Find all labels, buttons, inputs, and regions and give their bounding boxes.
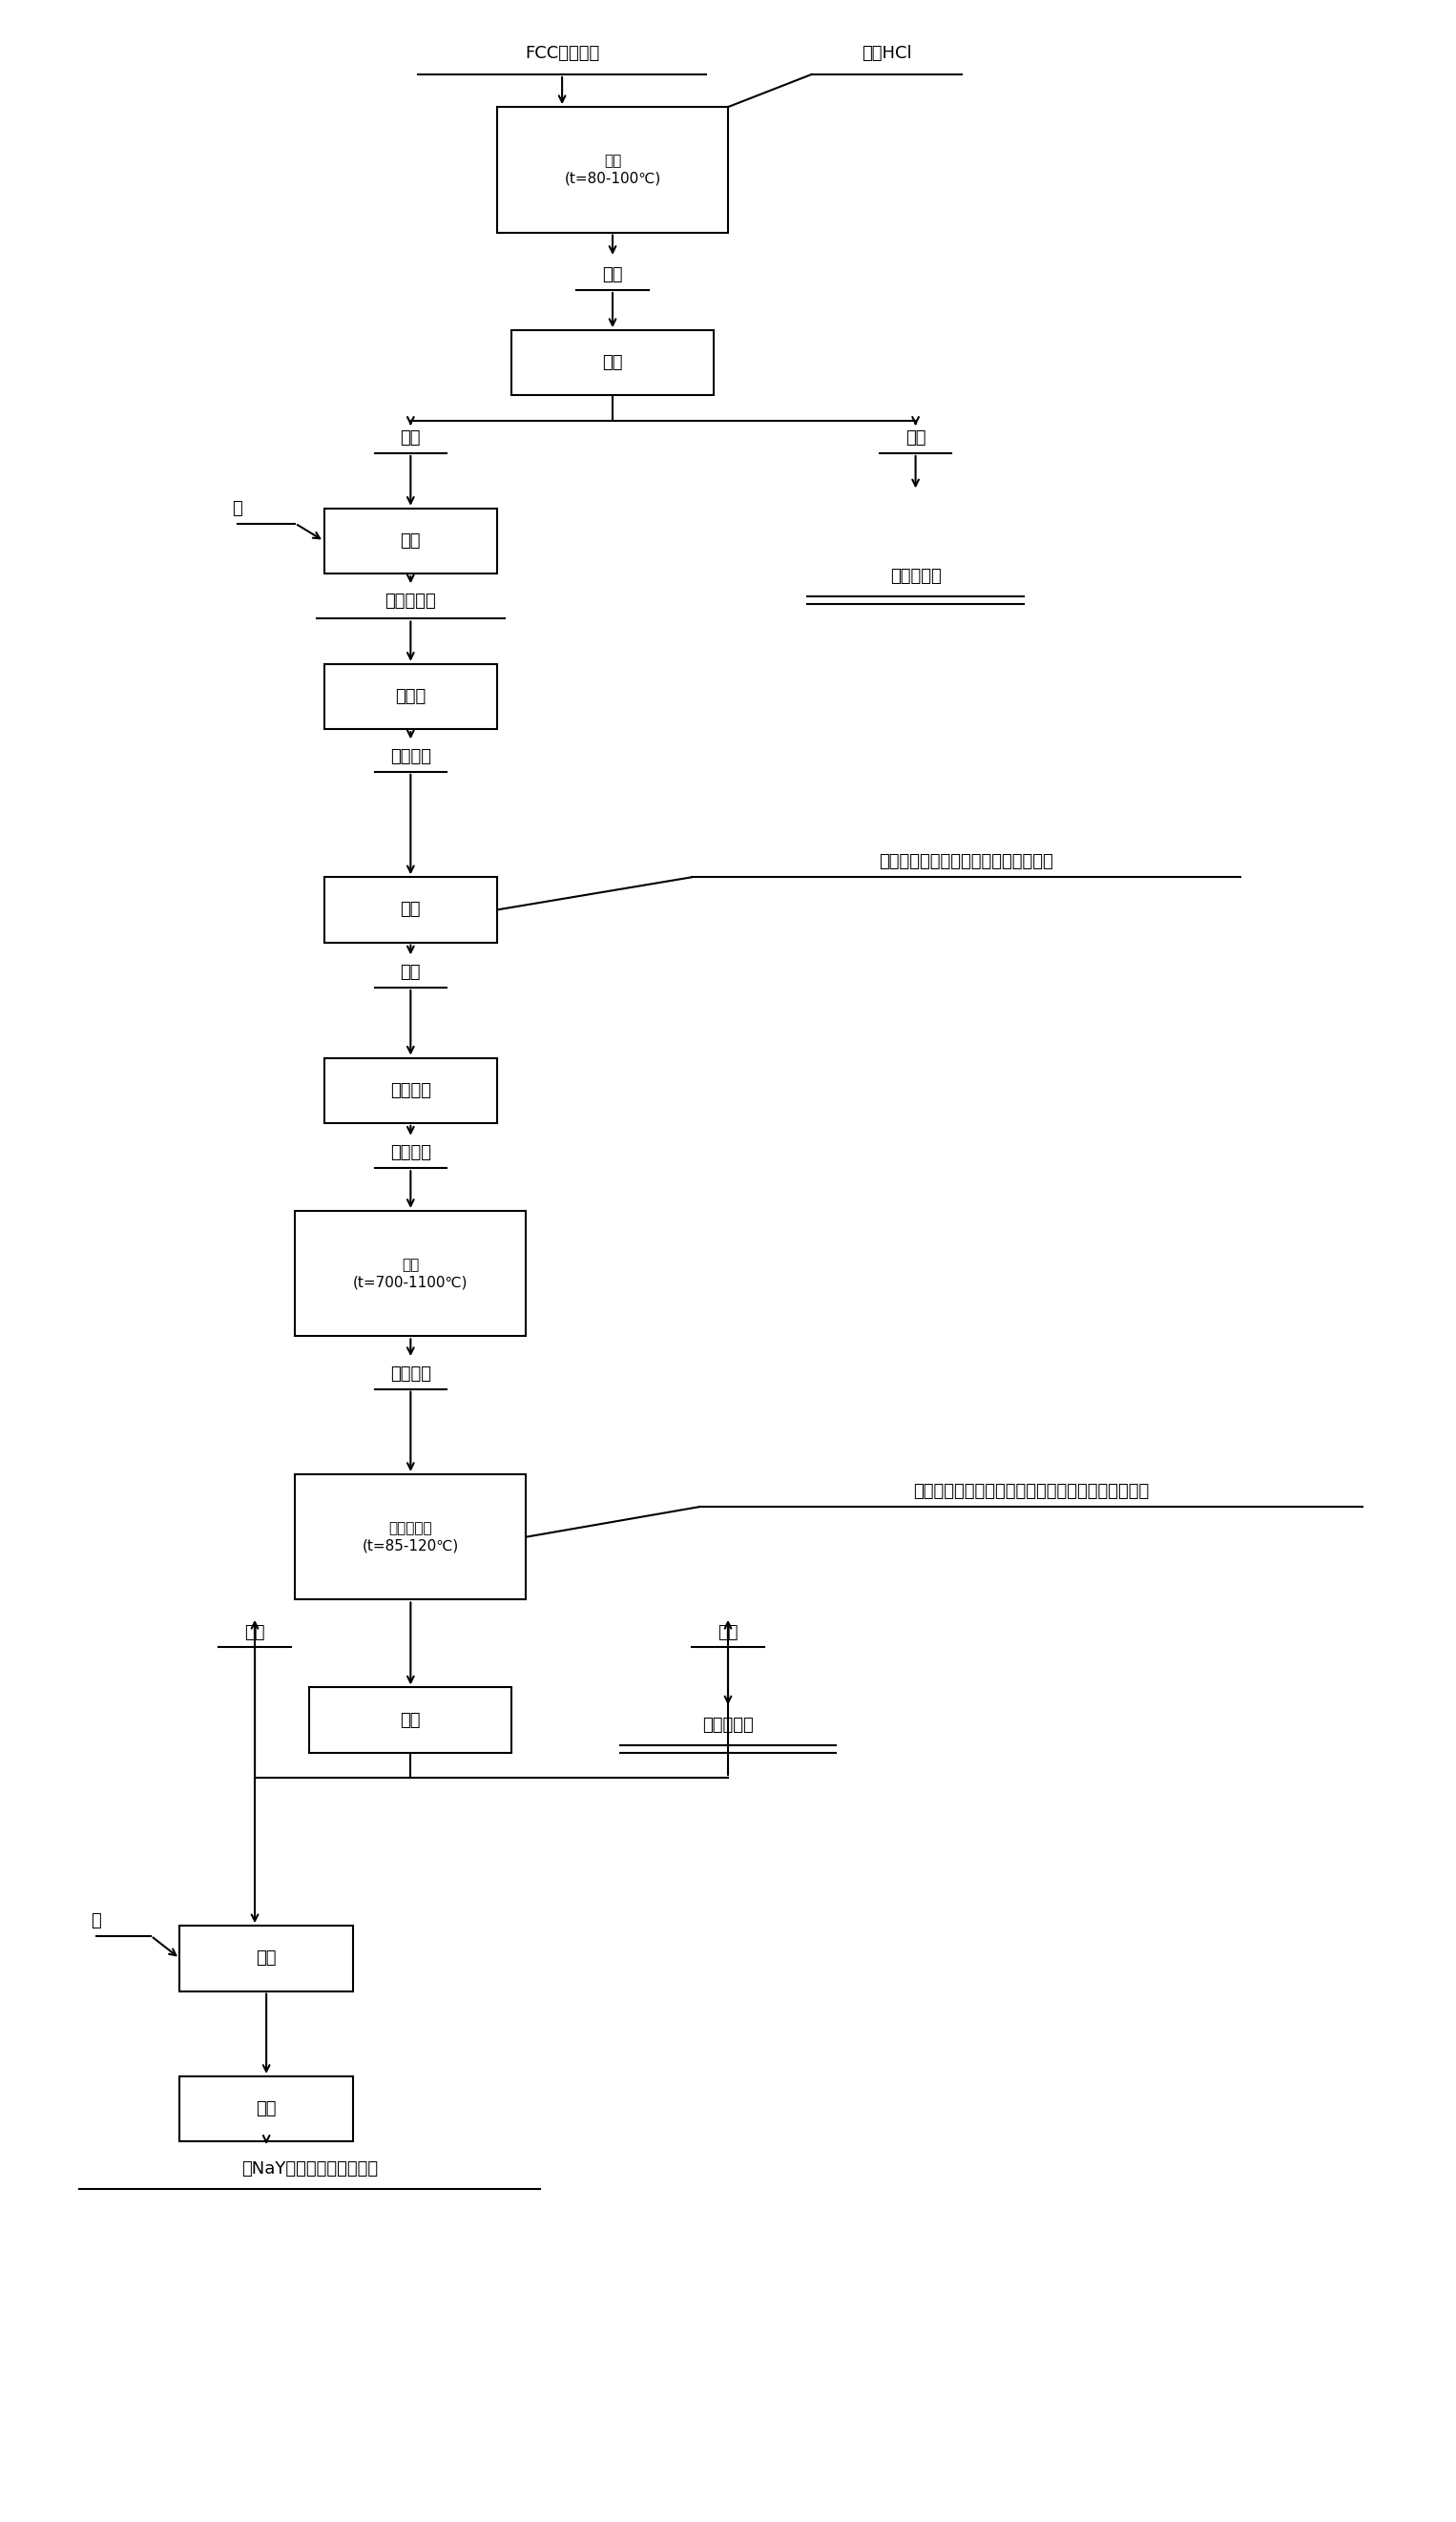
Text: 水、HCl: 水、HCl — [862, 45, 911, 63]
Text: 浆液: 浆液 — [400, 963, 421, 981]
Bar — [296, 1475, 526, 1599]
Text: 喷雾干燥: 喷雾干燥 — [390, 1082, 431, 1100]
Text: 浆液: 浆液 — [603, 267, 623, 282]
Text: 干燥微球: 干燥微球 — [390, 1145, 431, 1163]
Bar — [496, 106, 728, 232]
Text: 过滤: 过滤 — [603, 353, 623, 371]
Text: 焙烧微球: 焙烧微球 — [390, 1364, 431, 1382]
Text: 处理后排放: 处理后排放 — [702, 1717, 754, 1733]
Bar — [325, 509, 496, 572]
Text: 水洗: 水洗 — [400, 532, 421, 550]
Text: 滤饼: 滤饼 — [400, 429, 421, 446]
Text: 处理后排放: 处理后排放 — [890, 567, 941, 585]
Text: 过滤: 过滤 — [400, 1712, 421, 1728]
Text: 制浆
(t=80-100℃): 制浆 (t=80-100℃) — [565, 154, 661, 187]
Text: 水: 水 — [233, 499, 243, 517]
Text: 晶化反应釜
(t=85-120℃): 晶化反应釜 (t=85-120℃) — [363, 1521, 459, 1554]
Text: 制浆: 制浆 — [400, 900, 421, 918]
Text: 催化剂微球、焙烧微球、硅酸钠、沸石导向剂、碱液: 催化剂微球、焙烧微球、硅酸钠、沸石导向剂、碱液 — [913, 1483, 1149, 1501]
Text: FCC废催化剂: FCC废催化剂 — [524, 45, 600, 63]
Text: 滤饼: 滤饼 — [245, 1624, 265, 1642]
Bar — [511, 330, 713, 396]
Bar — [296, 1211, 526, 1337]
Bar — [325, 663, 496, 729]
Text: 天然高岭土、焙烧高岭土、水、功能剂: 天然高岭土、焙烧高岭土、水、功能剂 — [879, 852, 1053, 870]
Text: 干燥: 干燥 — [256, 2101, 277, 2118]
Text: 催化剂微球: 催化剂微球 — [384, 593, 437, 610]
Text: 焙烧
(t=700-1100℃): 焙烧 (t=700-1100℃) — [354, 1258, 467, 1289]
Text: 细磨微球: 细磨微球 — [390, 749, 431, 764]
Bar — [179, 2076, 352, 2141]
Bar — [325, 1057, 496, 1122]
Text: 球磨机: 球磨机 — [395, 689, 427, 706]
Bar — [179, 1927, 352, 1990]
Bar — [325, 878, 496, 943]
Text: 水: 水 — [90, 1912, 102, 1929]
Text: 含NaY沸石的多孔微球材料: 含NaY沸石的多孔微球材料 — [242, 2161, 379, 2179]
Text: 滤液: 滤液 — [718, 1624, 738, 1642]
Bar — [310, 1687, 511, 1753]
Text: 水洗: 水洗 — [256, 1950, 277, 1967]
Text: 滤液: 滤液 — [906, 429, 926, 446]
